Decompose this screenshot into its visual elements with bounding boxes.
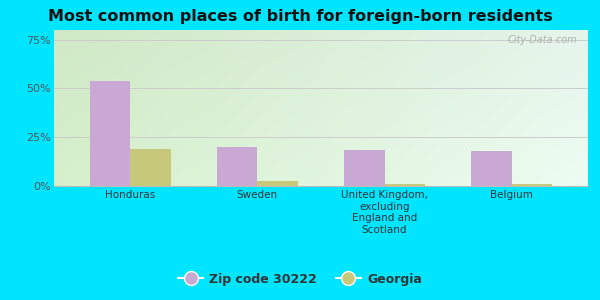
- Bar: [512, 184, 553, 186]
- Bar: [89, 81, 130, 186]
- Text: Most common places of birth for foreign-born residents: Most common places of birth for foreign-…: [47, 9, 553, 24]
- Text: City-Data.com: City-Data.com: [508, 35, 577, 45]
- Bar: [217, 147, 257, 186]
- Bar: [385, 184, 425, 186]
- Bar: [344, 150, 385, 186]
- Bar: [130, 149, 171, 186]
- Bar: [257, 181, 298, 186]
- Bar: [471, 151, 512, 186]
- Legend: Zip code 30222, Georgia: Zip code 30222, Georgia: [173, 268, 427, 291]
